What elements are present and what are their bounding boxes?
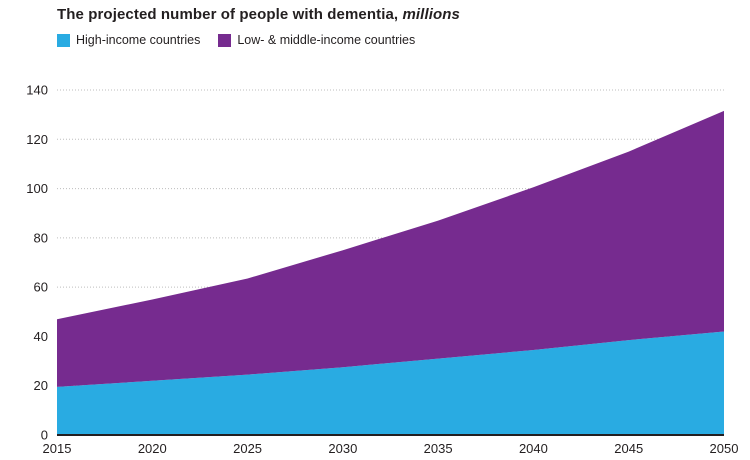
chart-legend: High-income countries Low- & middle-incom… bbox=[57, 33, 415, 47]
x-axis-tick-label-2020: 2020 bbox=[138, 441, 167, 456]
y-axis-tick-label-120: 120 bbox=[26, 132, 48, 147]
legend-label: High-income countries bbox=[76, 33, 201, 47]
x-axis-tick-label-2025: 2025 bbox=[233, 441, 262, 456]
legend-swatch bbox=[57, 33, 70, 47]
chart-title-text: The projected number of people with deme… bbox=[57, 6, 403, 23]
x-axis-tick-label-2015: 2015 bbox=[43, 441, 72, 456]
legend-item-0: High-income countries bbox=[57, 33, 200, 47]
y-axis-tick-label-140: 140 bbox=[26, 83, 48, 98]
area-series-high-income-countries bbox=[57, 331, 724, 435]
y-axis-tick-label-60: 60 bbox=[34, 280, 48, 295]
x-axis-tick-label-2035: 2035 bbox=[424, 441, 453, 456]
x-axis-tick-label-2040: 2040 bbox=[519, 441, 548, 456]
x-axis-tick-label-2045: 2045 bbox=[614, 441, 643, 456]
chart-title-emphasis: millions bbox=[402, 6, 460, 23]
area-series-low-middle-income-countries bbox=[57, 110, 724, 387]
y-axis-tick-label-80: 80 bbox=[34, 230, 48, 245]
legend-label: Low- & middle-income countries bbox=[237, 33, 416, 47]
y-axis-tick-label-100: 100 bbox=[26, 181, 48, 196]
legend-item-1: Low- & middle-income countries bbox=[218, 33, 415, 47]
y-axis-tick-label-40: 40 bbox=[34, 329, 48, 344]
chart-title: The projected number of people with deme… bbox=[57, 6, 460, 23]
x-axis-tick-label-2030: 2030 bbox=[328, 441, 357, 456]
y-axis-tick-label-20: 20 bbox=[34, 378, 48, 393]
legend-swatch bbox=[218, 33, 232, 47]
y-axis-tick-label-0: 0 bbox=[41, 428, 48, 443]
x-axis-tick-label-2050: 2050 bbox=[710, 441, 739, 456]
